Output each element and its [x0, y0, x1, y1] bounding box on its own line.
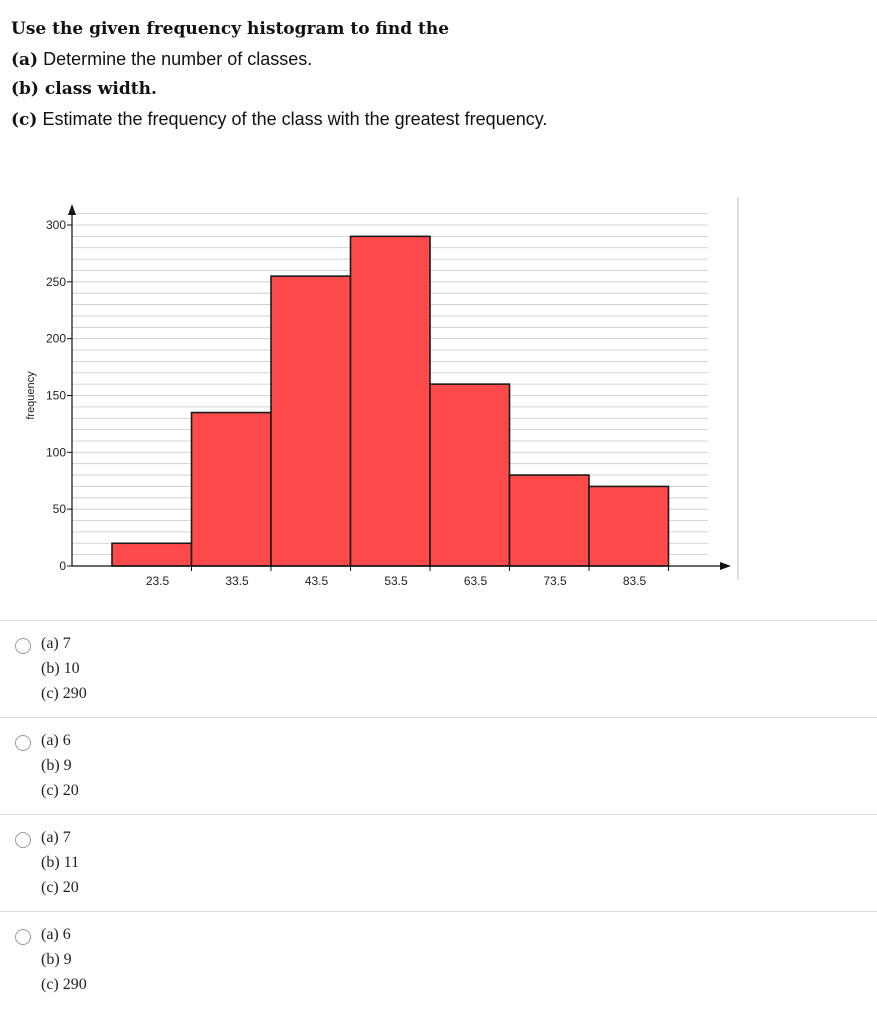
- answer-option-3[interactable]: (a) 7 (b) 11 (c) 20: [0, 814, 877, 911]
- option-4-text: (a) 6 (b) 9 (c) 290: [41, 922, 87, 997]
- y-axis-label: frequency: [25, 371, 37, 420]
- part-c-label: (c): [11, 110, 38, 130]
- option-3-text: (a) 7 (b) 11 (c) 20: [41, 825, 79, 900]
- x-tick-label: 63.5: [464, 574, 488, 588]
- x-tick-label: 23.5: [146, 574, 170, 588]
- x-axis-arrow: [720, 562, 731, 570]
- x-tick-label: 43.5: [305, 574, 329, 588]
- question-part-a: (a) Determine the number of classes.: [11, 44, 871, 74]
- y-tick-label: 100: [46, 445, 66, 459]
- option-4-c: (c) 290: [41, 976, 87, 993]
- histogram-bar: [349, 235, 431, 567]
- histogram-bar: [111, 542, 193, 567]
- part-a-label: (a): [11, 50, 39, 70]
- option-3-a: (a) 7: [41, 829, 71, 846]
- question-text: Use the given frequency histogram to fin…: [11, 14, 871, 134]
- question-title: Use the given frequency histogram to fin…: [11, 19, 450, 39]
- question-part-c: (c) Estimate the frequency of the class …: [11, 104, 871, 134]
- y-tick-label: 250: [46, 275, 66, 289]
- question-part-b: (b) class width.: [11, 79, 157, 99]
- radio-button-4[interactable]: [15, 929, 31, 945]
- part-c-text: Estimate the frequency of the class with…: [37, 109, 548, 129]
- option-1-b: (b) 10: [41, 660, 80, 677]
- answer-option-2[interactable]: (a) 6 (b) 9 (c) 20: [0, 717, 877, 814]
- histogram-bar: [508, 474, 590, 567]
- answer-options: (a) 7 (b) 10 (c) 290 (a) 6 (b) 9 (c) 20 …: [0, 620, 877, 1008]
- option-1-text: (a) 7 (b) 10 (c) 290: [41, 631, 87, 706]
- option-1-c: (c) 290: [41, 685, 87, 702]
- y-axis-arrow: [68, 204, 76, 215]
- option-1-a: (a) 7: [41, 635, 71, 652]
- y-tick-label: 50: [53, 502, 67, 516]
- part-a-text: Determine the number of classes.: [38, 49, 313, 69]
- y-tick-label: 150: [46, 389, 66, 403]
- radio-button-1[interactable]: [15, 638, 31, 654]
- histogram-bar: [429, 383, 511, 567]
- option-3-c: (c) 20: [41, 879, 79, 896]
- histogram-bar: [190, 411, 272, 567]
- histogram-bar: [270, 275, 352, 567]
- x-tick-label: 53.5: [384, 574, 408, 588]
- y-tick-label: 200: [46, 332, 66, 346]
- option-2-b: (b) 9: [41, 757, 72, 774]
- y-tick-label: 300: [46, 218, 66, 232]
- x-tick-label: 73.5: [543, 574, 567, 588]
- option-4-b: (b) 9: [41, 951, 72, 968]
- x-tick-label: 33.5: [225, 574, 249, 588]
- answer-option-1[interactable]: (a) 7 (b) 10 (c) 290: [0, 620, 877, 717]
- option-3-b: (b) 11: [41, 854, 80, 871]
- option-2-c: (c) 20: [41, 782, 79, 799]
- answer-option-4[interactable]: (a) 6 (b) 9 (c) 290: [0, 911, 877, 1008]
- histogram-bar: [588, 485, 670, 567]
- x-tick-label: 83.5: [623, 574, 647, 588]
- frequency-histogram: 0 50 100 150 200 250 300 23.5 33.5 43.5 53.5 63.5 73…: [25, 197, 739, 588]
- option-2-text: (a) 6 (b) 9 (c) 20: [41, 728, 79, 803]
- option-2-a: (a) 6: [41, 732, 71, 749]
- radio-button-3[interactable]: [15, 832, 31, 848]
- radio-button-2[interactable]: [15, 735, 31, 751]
- option-4-a: (a) 6: [41, 926, 71, 943]
- y-tick-label: 0: [59, 559, 66, 573]
